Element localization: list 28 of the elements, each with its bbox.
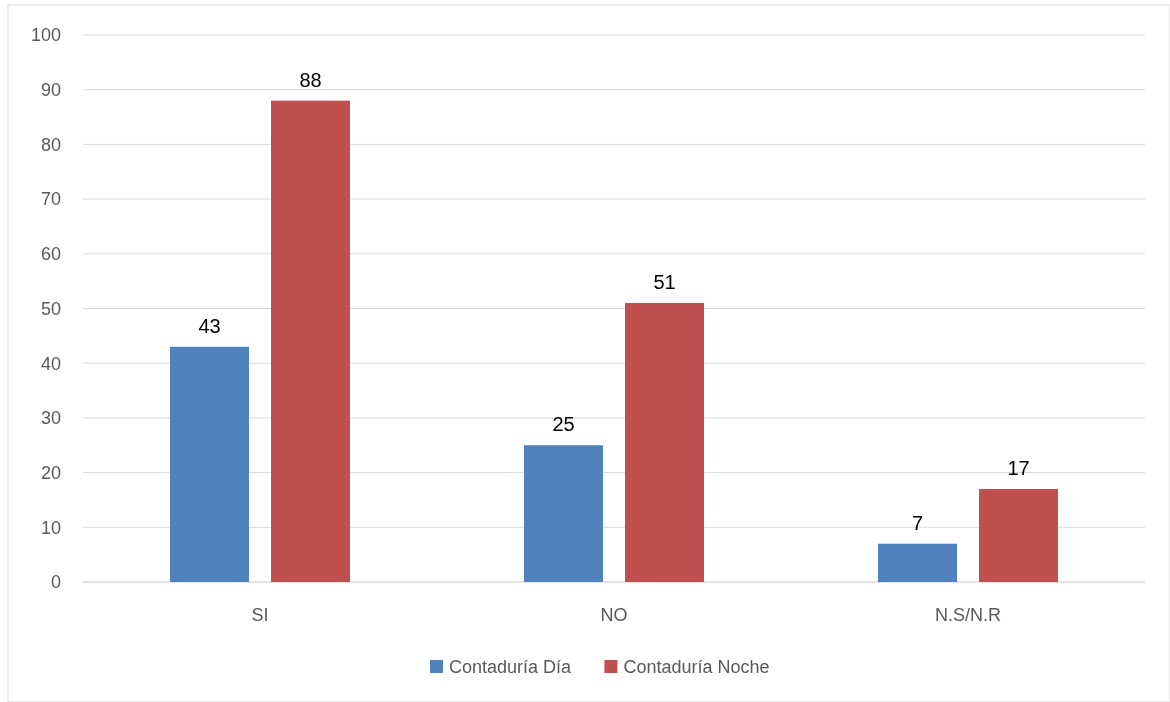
legend-label: Contaduría Día (449, 657, 573, 678)
y-tick-label: 30 (40, 408, 61, 429)
bar (170, 346, 249, 582)
y-tick-label: 90 (40, 80, 61, 100)
x-tick-label: NO (600, 605, 628, 626)
y-tick-label: 80 (40, 134, 61, 155)
y-tick-label: 50 (40, 298, 61, 319)
data-label: 17 (1007, 457, 1030, 480)
y-tick-label: 20 (40, 462, 61, 483)
y-tick-label: 70 (40, 189, 61, 210)
bar (271, 100, 350, 582)
y-tick-label: 10 (40, 517, 61, 538)
y-tick-label: 40 (40, 353, 61, 374)
x-tick-label: N.S/N.R (934, 605, 1002, 626)
y-tick-label: 60 (40, 244, 61, 265)
bar (524, 445, 603, 582)
bar (625, 303, 704, 582)
y-tick-label: 0 (50, 572, 61, 593)
data-label: 7 (911, 511, 924, 534)
data-label: 88 (299, 68, 322, 91)
data-label: 25 (552, 413, 575, 436)
legend-label: Contaduría Noche (623, 657, 770, 678)
data-label: 51 (653, 271, 676, 294)
bar (878, 543, 957, 582)
data-label: 43 (198, 314, 221, 337)
bar (979, 489, 1058, 582)
y-tick-label: 100 (30, 25, 61, 46)
x-tick-label: SI (251, 605, 269, 626)
